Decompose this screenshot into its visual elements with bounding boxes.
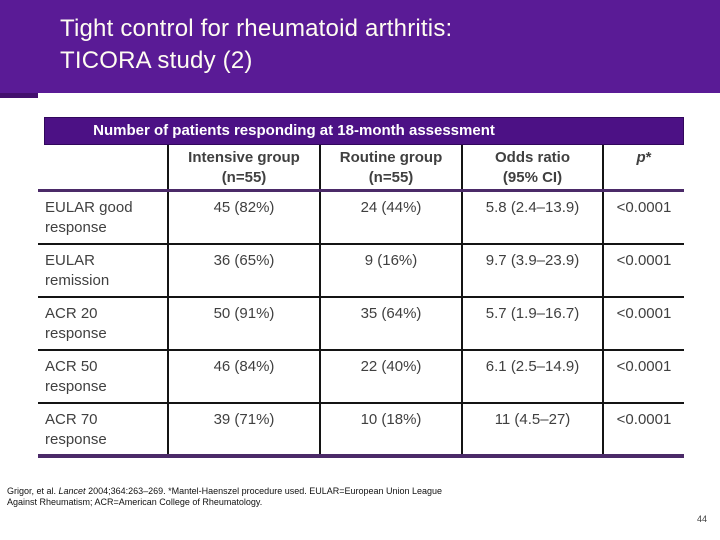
cell-odds-ratio: 9.7 (3.9–23.9) <box>461 243 603 298</box>
cell-p-value: <0.0001 <box>602 296 684 351</box>
row-label: EULAR remission <box>38 243 168 298</box>
table-row: ACR 50 response 46 (84%) 22 (40%) 6.1 (2… <box>38 349 684 404</box>
table-row: EULAR good response 45 (82%) 24 (44%) 5.… <box>38 190 684 245</box>
cell-p-value: <0.0001 <box>602 243 684 298</box>
cell-p-value: <0.0001 <box>602 190 684 245</box>
column-header-p-value: p* <box>602 145 684 192</box>
header-row: Intensive group (n=55) Routine group (n=… <box>38 145 684 192</box>
slide-title-line2: TICORA study (2) <box>60 47 253 74</box>
row-label: ACR 70 response <box>38 402 168 458</box>
row-label: EULAR good response <box>38 190 168 245</box>
cell-odds-ratio: 6.1 (2.5–14.9) <box>461 349 603 404</box>
slide-title-line1: Tight control for rheumatoid arthritis: <box>60 15 453 42</box>
column-header-empty <box>38 145 168 192</box>
column-header-routine: Routine group (n=55) <box>319 145 462 192</box>
table-caption-bar: Number of patients responding at 18-mont… <box>44 117 684 145</box>
results-table: Intensive group (n=55) Routine group (n=… <box>38 145 684 458</box>
title-banner <box>0 0 720 93</box>
row-label: ACR 50 response <box>38 349 168 404</box>
cell-routine: 35 (64%) <box>319 296 462 351</box>
cell-intensive: 45 (82%) <box>167 190 320 245</box>
cell-intensive: 36 (65%) <box>167 243 320 298</box>
cell-intensive: 50 (91%) <box>167 296 320 351</box>
column-header-odds-ratio: Odds ratio (95% CI) <box>461 145 603 192</box>
citation-footnote: Grigor, et al. Lancet 2004;364:263–269. … <box>7 486 443 507</box>
table-row: ACR 20 response 50 (91%) 35 (64%) 5.7 (1… <box>38 296 684 351</box>
cell-intensive: 46 (84%) <box>167 349 320 404</box>
cell-routine: 24 (44%) <box>319 190 462 245</box>
row-label: ACR 20 response <box>38 296 168 351</box>
cell-odds-ratio: 5.7 (1.9–16.7) <box>461 296 603 351</box>
cell-odds-ratio: 11 (4.5–27) <box>461 402 603 458</box>
cell-routine: 22 (40%) <box>319 349 462 404</box>
cell-routine: 10 (18%) <box>319 402 462 458</box>
cell-intensive: 39 (71%) <box>167 402 320 458</box>
cell-odds-ratio: 5.8 (2.4–13.9) <box>461 190 603 245</box>
table-row: EULAR remission 36 (65%) 9 (16%) 9.7 (3.… <box>38 243 684 298</box>
cell-p-value: <0.0001 <box>602 349 684 404</box>
journal-name: Lancet <box>58 486 86 496</box>
table-caption: Number of patients responding at 18-mont… <box>93 122 495 139</box>
slide-title: Tight control for rheumatoid arthritis: … <box>60 13 452 77</box>
page-number: 44 <box>697 514 708 524</box>
column-header-intensive: Intensive group (n=55) <box>167 145 320 192</box>
table-row: ACR 70 response 39 (71%) 10 (18%) 11 (4.… <box>38 402 684 458</box>
cell-p-value: <0.0001 <box>602 402 684 458</box>
cell-routine: 9 (16%) <box>319 243 462 298</box>
